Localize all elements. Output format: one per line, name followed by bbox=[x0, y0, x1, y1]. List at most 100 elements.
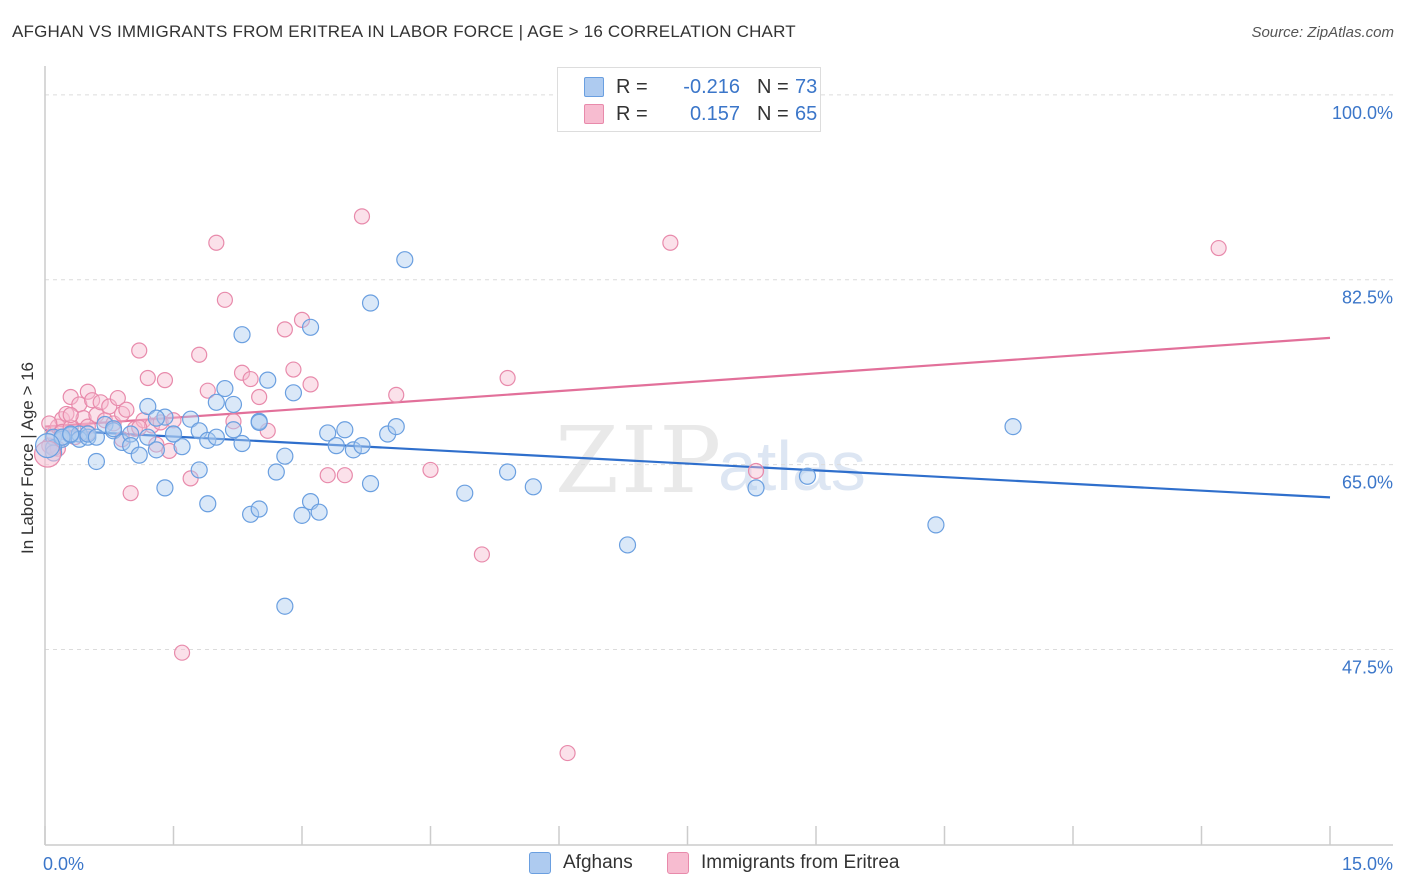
point-afghans bbox=[361, 475, 380, 493]
stats-r-value: 0.157 bbox=[689, 102, 740, 125]
point-eritrea bbox=[251, 388, 268, 406]
point-eritrea bbox=[276, 321, 293, 338]
point-eritrea bbox=[131, 342, 148, 359]
x-tick-label: 0.0% bbox=[43, 854, 84, 874]
stats-r-value: -0.216 bbox=[683, 75, 740, 98]
data-points bbox=[33, 208, 1227, 762]
y-tick-label: 65.0% bbox=[1342, 473, 1393, 493]
source-label: Source: ZipAtlas.com bbox=[1251, 24, 1394, 41]
stats-n-label: N = bbox=[757, 75, 789, 98]
point-afghans bbox=[233, 434, 251, 453]
y-tick-label: 47.5% bbox=[1342, 658, 1393, 678]
point-eritrea bbox=[75, 410, 92, 427]
point-afghans bbox=[147, 409, 165, 427]
point-afghans bbox=[122, 437, 140, 455]
point-eritrea bbox=[422, 461, 439, 479]
stats-n-value: 73 bbox=[795, 75, 818, 98]
stats-r-label: R = bbox=[616, 102, 648, 125]
tick-labels: 100.0% 82.5% 65.0% 47.5% 0.0% 15.0% bbox=[43, 103, 1393, 874]
point-afghans bbox=[344, 441, 362, 459]
point-eritrea bbox=[1210, 239, 1227, 257]
point-afghans bbox=[387, 418, 405, 436]
point-afghans bbox=[87, 452, 106, 471]
point-afghans bbox=[156, 479, 174, 497]
point-afghans bbox=[164, 425, 183, 443]
point-afghans bbox=[293, 506, 311, 524]
point-afghans bbox=[1004, 418, 1022, 436]
point-afghans bbox=[250, 500, 268, 518]
point-afghans bbox=[353, 437, 371, 455]
point-afghans bbox=[798, 467, 817, 485]
point-eritrea bbox=[208, 234, 225, 251]
y-tick-label: 100.0% bbox=[1332, 103, 1393, 123]
point-eritrea bbox=[161, 442, 178, 460]
point-afghans-cluster bbox=[34, 433, 61, 459]
point-afghans bbox=[224, 395, 243, 414]
stats-swatch-afghans bbox=[584, 77, 604, 97]
point-afghans bbox=[618, 536, 637, 554]
point-afghans bbox=[250, 413, 268, 431]
point-afghans bbox=[747, 479, 765, 497]
point-afghans bbox=[190, 461, 208, 479]
point-eritrea bbox=[353, 208, 371, 225]
point-eritrea bbox=[199, 382, 216, 399]
point-afghans bbox=[182, 410, 200, 428]
point-eritrea bbox=[191, 346, 208, 363]
point-eritrea bbox=[101, 398, 118, 415]
point-eritrea bbox=[54, 411, 71, 428]
stats-n-value: 65 bbox=[795, 102, 818, 125]
trend-lines bbox=[44, 336, 1331, 499]
point-afghans bbox=[259, 371, 277, 389]
point-afghans bbox=[276, 597, 294, 615]
point-afghans bbox=[361, 294, 380, 312]
series-legend: Afghans Immigrants from Eritrea bbox=[0, 852, 1406, 878]
point-afghans bbox=[242, 505, 260, 523]
point-eritrea bbox=[173, 644, 191, 661]
point-eritrea bbox=[109, 389, 126, 407]
stats-r-label: R = bbox=[616, 75, 648, 98]
point-eritrea bbox=[233, 364, 251, 381]
point-afghans bbox=[301, 318, 320, 336]
point-afghans bbox=[62, 425, 80, 443]
point-afghans bbox=[233, 326, 251, 344]
trend-line-afghans bbox=[44, 428, 1331, 499]
point-eritrea bbox=[139, 369, 156, 387]
legend-item-eritrea[interactable]: Immigrants from Eritrea bbox=[667, 852, 899, 874]
legend-swatch-afghans bbox=[529, 852, 551, 874]
point-afghans bbox=[139, 428, 157, 446]
point-eritrea bbox=[122, 485, 139, 502]
point-eritrea bbox=[388, 386, 405, 404]
point-eritrea-cluster bbox=[33, 440, 62, 468]
point-eritrea bbox=[62, 406, 79, 424]
y-tick-label: 82.5% bbox=[1342, 288, 1393, 308]
legend-swatch-eritrea bbox=[667, 852, 689, 874]
point-afghans bbox=[499, 463, 517, 481]
point-afghans bbox=[310, 503, 328, 521]
watermark: ZIP atlas bbox=[555, 407, 866, 514]
point-afghans bbox=[190, 422, 208, 440]
point-afghans bbox=[267, 463, 285, 481]
point-eritrea bbox=[499, 369, 516, 387]
point-afghans bbox=[147, 441, 165, 459]
point-afghans bbox=[284, 384, 303, 402]
point-eritrea bbox=[118, 401, 135, 418]
point-eritrea bbox=[285, 361, 302, 378]
point-afghans bbox=[336, 421, 354, 439]
x-tick-label: 15.0% bbox=[1342, 854, 1393, 874]
legend-label-afghans: Afghans bbox=[563, 852, 633, 873]
legend-item-afghans[interactable]: Afghans bbox=[529, 852, 633, 874]
point-afghans bbox=[396, 251, 414, 269]
point-afghans bbox=[319, 424, 337, 442]
point-eritrea bbox=[302, 376, 319, 393]
point-afghans bbox=[224, 421, 243, 439]
stats-n-label: N = bbox=[757, 102, 789, 125]
point-afghans bbox=[104, 420, 123, 438]
chart-title: AFGHAN VS IMMIGRANTS FROM ERITREA IN LAB… bbox=[12, 22, 796, 41]
point-eritrea bbox=[216, 291, 233, 308]
point-eritrea bbox=[79, 383, 96, 400]
point-afghans bbox=[327, 437, 345, 455]
point-eritrea bbox=[319, 467, 336, 484]
stats-swatch-eritrea bbox=[584, 104, 604, 124]
point-eritrea bbox=[473, 546, 490, 563]
